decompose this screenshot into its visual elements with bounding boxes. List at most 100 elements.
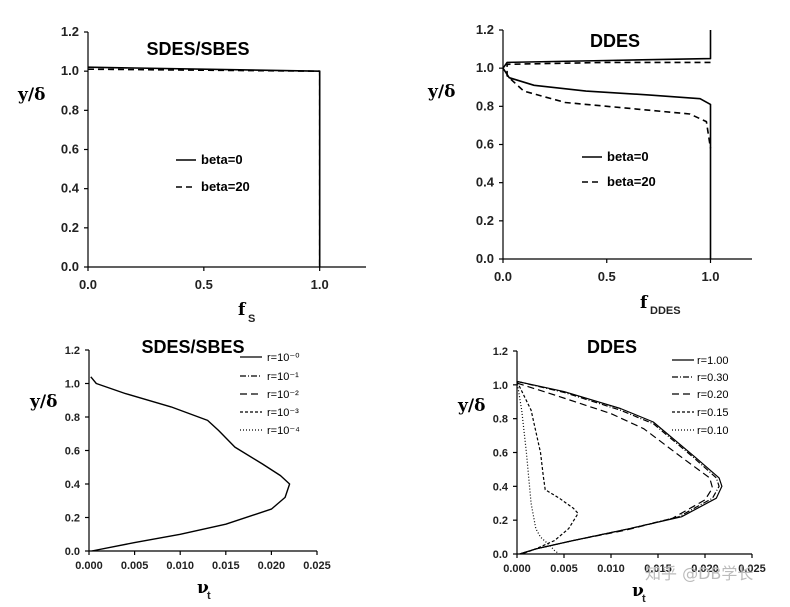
chart-3-ytick-label: 1.2 xyxy=(65,345,80,357)
chart-3-title: SDES/SBES xyxy=(141,337,244,357)
chart-4-ytick-label: 1.2 xyxy=(493,346,508,358)
chart-2-xtick-label: 0.0 xyxy=(494,269,512,284)
chart-2-ytick-label: 0.4 xyxy=(476,175,495,190)
chart-4-ddes-nut: DDES y/δ ν t r=1.00 r=0.30 r=0.20 r=0.15… xyxy=(457,337,766,605)
chart-3-legend: r=10⁻⁰ r=10⁻¹ r=10⁻² r=10⁻³ r=10⁻⁴ xyxy=(240,352,300,437)
chart-3-ylabel-text: y/δ xyxy=(29,392,57,412)
chart-4-xtick-label: 0.015 xyxy=(644,563,672,575)
chart-4-series-r-0.10 xyxy=(516,381,560,555)
chart-3-ytick-label: 0.8 xyxy=(65,412,80,424)
chart-4-ylabel: y/δ xyxy=(457,396,485,416)
chart-3-legend-label-3: r=10⁻³ xyxy=(267,407,299,419)
chart-4-xtick-label: 0.020 xyxy=(691,563,719,575)
chart-4-series-r-0.30 xyxy=(516,380,720,555)
chart-2-title: DDES xyxy=(590,31,640,51)
chart-4-series-r-0.20 xyxy=(516,382,714,555)
chart-1-ytick-label: 0.2 xyxy=(61,220,79,235)
chart-4-legend-label-3: r=0.15 xyxy=(697,407,729,419)
chart-4-series-r-1.00 xyxy=(516,380,723,555)
chart-3-sdes-sbes-nut: SDES/SBES y/δ ν t r=10⁻⁰ r=10⁻¹ r=10⁻² r… xyxy=(29,337,331,602)
chart-3-xtick-label: 0.020 xyxy=(258,560,286,572)
chart-1-legend: beta=0 beta=20 xyxy=(176,152,250,194)
chart-1-ytick-label: 0.4 xyxy=(61,181,80,196)
chart-4-ytick-label: 0.8 xyxy=(493,414,508,426)
chart-3-xlabel: ν t xyxy=(197,578,211,602)
chart-4-xtick-label: 0.005 xyxy=(550,563,578,575)
chart-2-xlabel-text: f xyxy=(640,293,649,313)
chart-4-xlabel-sub: t xyxy=(642,593,646,605)
chart-3-legend-label-1: r=10⁻¹ xyxy=(267,371,299,383)
chart-1-xlabel-sub: S xyxy=(248,313,255,325)
chart-2-xlabel: f DDES xyxy=(640,293,681,317)
chart-3-ytick-label: 0.6 xyxy=(65,446,80,458)
chart-2-series-beta-0 xyxy=(502,30,712,259)
chart-3-ytick-label: 1.0 xyxy=(65,379,80,391)
chart-1-series-beta-0 xyxy=(87,66,321,267)
chart-2-legend-label-0: beta=0 xyxy=(607,149,649,164)
chart-2-ytick-label: 0.2 xyxy=(476,213,494,228)
chart-1-xtick-label: 0.5 xyxy=(195,277,213,292)
chart-2-xlabel-sub: DDES xyxy=(650,305,681,317)
chart-1-ytick-label: 1.0 xyxy=(61,63,79,78)
chart-1-xtick-label: 0.0 xyxy=(79,277,97,292)
chart-4-xtick-label: 0.025 xyxy=(738,563,766,575)
chart-4-series-r-0.15 xyxy=(516,381,579,555)
chart-4-xtick-label: 0.010 xyxy=(597,563,625,575)
chart-3-ytick-label: 0.0 xyxy=(65,546,80,558)
chart-3-xlabel-text: ν xyxy=(197,578,209,598)
chart-4-legend-label-4: r=0.10 xyxy=(697,425,729,437)
chart-2-ytick-label: 0.6 xyxy=(476,137,494,152)
chart-2-ytick-label: 1.0 xyxy=(476,60,494,75)
chart-1-legend-label-1: beta=20 xyxy=(201,179,250,194)
chart-1-ytick-label: 1.2 xyxy=(61,24,79,39)
chart-4-xtick-label: 0.000 xyxy=(503,563,531,575)
chart-4-ytick-label: 0.2 xyxy=(493,515,508,527)
chart-1-ytick-label: 0.6 xyxy=(61,142,79,157)
chart-3-xtick-label: 0.005 xyxy=(121,560,149,572)
chart-4-legend-label-0: r=1.00 xyxy=(697,355,729,367)
chart-1-ylabel: y/δ xyxy=(17,85,45,105)
chart-2-xtick-label: 0.5 xyxy=(598,269,616,284)
chart-3-xtick-label: 0.010 xyxy=(166,560,194,572)
chart-3-xtick-label: 0.000 xyxy=(75,560,103,572)
chart-1-ylabel-text: y/δ xyxy=(17,85,45,105)
chart-4-legend-label-2: r=0.20 xyxy=(697,389,729,401)
chart-3-ytick-label: 0.2 xyxy=(65,513,80,525)
chart-1-xlabel-text: f xyxy=(238,300,247,320)
chart-3-legend-label-4: r=10⁻⁴ xyxy=(267,425,300,437)
chart-1-series-beta-20 xyxy=(87,68,321,267)
chart-2-series-beta-20 xyxy=(506,61,712,149)
chart-1-xlabel: f S xyxy=(238,300,255,325)
chart-2-ytick-label: 0.0 xyxy=(476,251,494,266)
chart-3-legend-label-0: r=10⁻⁰ xyxy=(267,352,300,364)
chart-3-ylabel: y/δ xyxy=(29,392,57,412)
chart-4-ytick-label: 1.0 xyxy=(493,380,508,392)
chart-1-sdes-sbes-fs: SDES/SBES y/δ f S beta=0 beta=20 0.0 0.2 0… xyxy=(17,24,366,325)
chart-2-ddes-fddes: DDES y/δ f DDES beta=0 beta=20 0.0 0.2 0.4… xyxy=(427,22,752,317)
chart-2-ylabel: y/δ xyxy=(427,82,455,102)
chart-3-legend-label-2: r=10⁻² xyxy=(267,389,299,401)
chart-1-xtick-label: 1.0 xyxy=(311,277,329,292)
chart-2-legend: beta=0 beta=20 xyxy=(582,149,656,189)
chart-4-xlabel-text: ν xyxy=(632,581,644,601)
chart-4-legend-label-1: r=0.30 xyxy=(697,372,729,384)
chart-3-xtick-label: 0.015 xyxy=(212,560,240,572)
chart-4-ytick-label: 0.6 xyxy=(493,448,508,460)
chart-4-ytick-label: 0.0 xyxy=(493,549,508,561)
chart-2-xtick-label: 1.0 xyxy=(701,269,719,284)
chart-4-ytick-label: 0.4 xyxy=(493,481,509,493)
chart-1-ytick-label: 0.8 xyxy=(61,102,79,117)
watermark-text: 知乎 @DB学长 xyxy=(645,564,753,583)
chart-1-title: SDES/SBES xyxy=(146,39,249,59)
chart-3-ytick-label: 0.4 xyxy=(65,479,81,491)
chart-4-ylabel-text: y/δ xyxy=(457,396,485,416)
chart-2-legend-label-1: beta=20 xyxy=(607,174,656,189)
chart-3-xtick-label: 0.025 xyxy=(303,560,331,572)
chart-1-ytick-label: 0.0 xyxy=(61,259,79,274)
chart-4-title: DDES xyxy=(587,337,637,357)
chart-4-xlabel: ν t xyxy=(632,581,646,605)
chart-3-series-r-10- xyxy=(90,376,291,552)
chart-2-ytick-label: 1.2 xyxy=(476,22,494,37)
chart-2-ytick-label: 0.8 xyxy=(476,98,494,113)
